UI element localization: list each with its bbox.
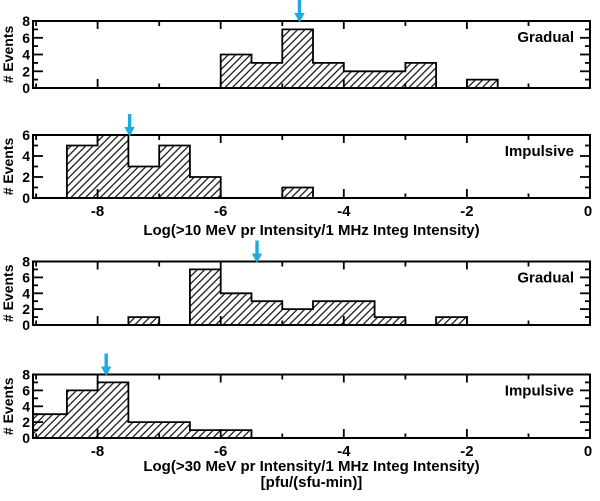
x-tick-label: -2 — [460, 443, 473, 460]
x-axis-title: Log(>10 MeV pr Intensity/1 MHz Integ Int… — [143, 222, 479, 239]
y-tick-label: 4 — [22, 148, 30, 164]
median-arrow-head — [101, 366, 112, 376]
median-arrow-head — [251, 253, 263, 263]
y-tick-label: 2 — [22, 414, 30, 430]
panel-label: Gradual — [517, 29, 574, 46]
y-tick-label: 0 — [22, 80, 30, 96]
y-tick-label: 8 — [22, 367, 30, 383]
y-tick-label: 2 — [22, 301, 30, 317]
y-axis-title: # Events — [0, 264, 16, 322]
y-tick-label: 6 — [22, 269, 30, 285]
y-tick-label: 6 — [22, 30, 30, 46]
y-tick-label: 0 — [22, 430, 30, 446]
panel-label: Impulsive — [505, 383, 574, 400]
x-tick-label: -4 — [337, 203, 351, 220]
y-tick-label: 2 — [22, 169, 30, 185]
x-tick-label: -2 — [460, 203, 473, 220]
x-tick-label: -4 — [337, 443, 351, 460]
histogram-bars — [466, 78, 499, 89]
median-arrow-head — [294, 13, 305, 23]
histogram-bars — [219, 28, 437, 89]
histogram-bars — [189, 268, 407, 326]
y-tick-label: 8 — [22, 13, 30, 29]
median-arrow-head — [124, 127, 135, 137]
histogram-bars — [66, 134, 222, 199]
x-axis-units: [pfu/(sfu-min)] — [261, 474, 363, 491]
panel-label: Gradual — [517, 270, 574, 287]
y-tick-label: 4 — [22, 398, 30, 414]
y-tick-label: 0 — [22, 190, 30, 206]
x-tick-label: -8 — [91, 203, 104, 220]
histogram-bars — [435, 316, 468, 326]
histogram-bars — [281, 186, 314, 199]
histogram-bars — [127, 316, 161, 326]
y-axis-title: # Events — [0, 377, 16, 435]
x-tick-label: 0 — [584, 203, 592, 220]
y-tick-label: 6 — [22, 127, 30, 143]
y-tick-label: 6 — [22, 382, 30, 398]
y-tick-label: 8 — [22, 254, 30, 270]
panel-label: Impulsive — [505, 143, 574, 160]
x-tick-label: -8 — [91, 443, 104, 460]
y-axis-title: # Events — [0, 137, 16, 195]
y-tick-label: 4 — [22, 285, 30, 301]
y-tick-label: 2 — [22, 63, 30, 79]
x-tick-label: -6 — [214, 443, 227, 460]
x-tick-label: -6 — [214, 203, 227, 220]
y-tick-label: 0 — [22, 317, 30, 333]
y-tick-label: 4 — [22, 47, 30, 63]
panel-impulsive-10mev: 0 2 4 6 # Events Impulsive -8 -6 -4 -2 0 Log(>10 Me… — [0, 114, 592, 239]
histogram-bars — [32, 381, 253, 439]
x-axis-title: Log(>30 MeV pr Intensity/1 MHz Integ Int… — [143, 458, 479, 475]
y-axis-title: # Events — [0, 25, 16, 83]
x-tick-label: 0 — [584, 443, 592, 460]
